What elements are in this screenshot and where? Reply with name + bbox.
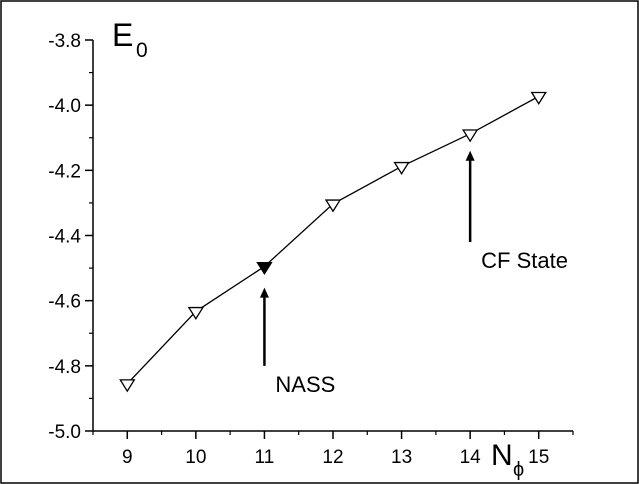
x-tick-label: 12 — [322, 447, 343, 468]
annotation-label: NASS — [275, 372, 335, 397]
annotation-layer: NASS CF State — [259, 150, 568, 397]
y-tick-label: -4.4 — [48, 227, 81, 248]
y-tick-label: -5.0 — [48, 422, 81, 443]
data-point-filled — [256, 261, 273, 276]
data-point — [461, 129, 479, 143]
x-tick-label: 13 — [391, 447, 412, 468]
data-point — [187, 306, 205, 320]
data-point — [530, 91, 547, 105]
annotation-label: CF State — [481, 248, 568, 273]
axes: -5.0 -4.8 -4.6 -4.4 -4.2 -4.0 -3.8 9 10 11 12 13 14 1… — [48, 17, 574, 481]
x-axis-title-sub: ϕ — [513, 459, 524, 481]
x-tick-label: 15 — [528, 447, 549, 468]
x-axis-title: N — [491, 439, 513, 472]
y-axis-title: E — [112, 17, 133, 53]
x-tick-label: 10 — [185, 447, 206, 468]
annotation-arrow-head — [465, 150, 475, 161]
y-tick-label: -4.8 — [48, 357, 81, 378]
y-axis-title-sub: 0 — [136, 39, 148, 62]
series-layer — [119, 91, 547, 393]
y-tick-label: -4.6 — [48, 292, 81, 313]
y-tick-label: -3.8 — [48, 31, 81, 52]
data-point — [324, 199, 342, 213]
data-point — [119, 379, 136, 393]
data-point — [393, 161, 410, 175]
annotation-arrow-head — [259, 287, 269, 298]
x-tick-label: 9 — [122, 447, 133, 468]
series-line — [126, 95, 540, 385]
x-tick-label: 14 — [460, 447, 482, 468]
y-tick-label: -4.2 — [48, 161, 81, 182]
y-tick-label: -4.0 — [48, 96, 81, 117]
x-tick-label: 11 — [255, 447, 275, 468]
